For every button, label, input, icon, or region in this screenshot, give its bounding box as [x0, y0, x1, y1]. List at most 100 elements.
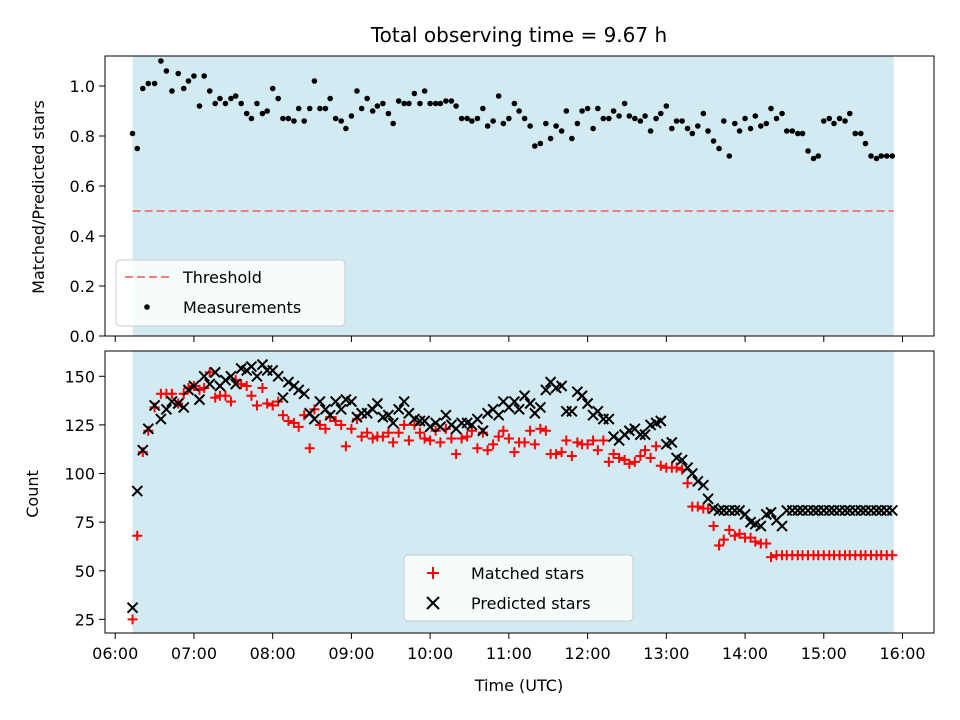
bottom-y-tick-label: 50 [75, 562, 95, 581]
predicted-star-marker [148, 399, 161, 412]
measurement-point [653, 115, 659, 122]
matched-star-marker [251, 400, 262, 411]
measurement-point [484, 123, 491, 129]
predicted-star-marker [639, 428, 651, 441]
predicted-star-marker [229, 378, 242, 390]
measurement-point [421, 88, 428, 94]
measurement-point [647, 128, 654, 134]
measurement-point [783, 128, 790, 134]
measurement-point [862, 140, 869, 147]
predicted-star-marker [382, 409, 395, 421]
measurement-point [448, 98, 455, 104]
measurement-point [232, 93, 239, 99]
matched-star-marker [714, 540, 725, 551]
predicted-star-marker [204, 378, 216, 390]
top-axes: 0.0 0.2 0.4 0.6 0.8 1.0 [70, 77, 904, 346]
x-tick-label: 15:00 [801, 644, 847, 663]
predicted-star-marker [308, 413, 321, 425]
matched-star-marker [414, 427, 425, 438]
measurement-point [343, 125, 349, 132]
measurement-point [527, 123, 533, 129]
predicted-star-marker [592, 405, 604, 417]
measurement-point [663, 103, 670, 109]
matched-star-marker [718, 534, 729, 545]
measurement-point [720, 118, 727, 124]
predicted-star-marker [634, 428, 647, 441]
matched-star-marker [629, 456, 640, 467]
matched-star-marker [729, 530, 740, 541]
measurement-point [679, 118, 685, 124]
measurement-point [180, 85, 187, 92]
predicted-star-marker [739, 508, 751, 521]
measurement-point [469, 118, 475, 124]
measurement-point [621, 100, 628, 107]
predicted-star-marker [126, 602, 139, 614]
predicted-star-marker [292, 384, 305, 396]
measurement-point [768, 105, 774, 112]
matched-star-marker [236, 379, 247, 390]
measurement-point [543, 120, 549, 127]
measurement-point [889, 153, 896, 159]
measurement-point [338, 118, 344, 124]
measurement-point [417, 100, 423, 107]
predicted-star-marker [508, 395, 521, 408]
predicted-star-marker [182, 384, 195, 396]
predicted-star-marker [424, 421, 436, 433]
predicted-star-marker [518, 390, 531, 402]
measurement-point [815, 153, 822, 159]
bottom-y-tick-label: 25 [75, 610, 95, 629]
predicted-star-marker [733, 504, 746, 517]
measurement-point [380, 100, 386, 107]
bottom-y-tick-label: 150 [64, 367, 95, 386]
predicted-star-marker [137, 444, 149, 456]
predicted-star-marker [335, 403, 347, 416]
measurement-point [579, 108, 585, 114]
matched-star-marker [529, 439, 540, 450]
matched-star-marker [598, 435, 609, 446]
predicted-star-marker [272, 370, 284, 382]
predicted-star-marker [702, 493, 714, 505]
predicted-star-marker [440, 409, 452, 421]
matched-star-marker [750, 536, 761, 547]
measurement-point [406, 100, 412, 107]
predicted-star-marker [251, 370, 263, 382]
matched-star-marker [314, 419, 325, 430]
predicted-star-marker [776, 520, 788, 532]
predicted-star-marker [686, 467, 699, 480]
measurement-point [752, 113, 759, 119]
measurement-point [243, 110, 250, 117]
matched-star-marker [304, 443, 315, 454]
predicted-star-marker [131, 485, 143, 497]
measurement-point [610, 108, 617, 114]
measurement-point [547, 135, 554, 142]
predicted-star-marker [471, 413, 484, 425]
predicted-star-marker [188, 380, 200, 392]
measurement-point [358, 105, 365, 112]
x-axis-label: Time (UTC) [474, 676, 563, 695]
measurement-point [795, 130, 801, 137]
measurement-point [857, 130, 864, 137]
predicted-star-marker [219, 374, 232, 386]
matched-star-marker [257, 382, 268, 393]
measurement-point [726, 153, 733, 159]
predicted-star-marker [277, 391, 289, 404]
predicted-star-marker [513, 403, 525, 416]
matched-star-marker [588, 435, 599, 446]
measurement-point [145, 80, 152, 87]
measurement-point [327, 95, 333, 102]
matched-star-marker [635, 451, 646, 462]
matched-star-marker [488, 439, 499, 450]
x-tick-label: 06:00 [92, 644, 138, 663]
measurement-point [163, 68, 170, 74]
x-tick-label: 07:00 [171, 644, 217, 663]
measurement-point [285, 115, 292, 122]
measurement-point [464, 115, 470, 122]
measurement-point [369, 108, 376, 114]
predicted-star-marker [477, 425, 489, 437]
measurement-point [395, 98, 402, 104]
measurement-point [443, 98, 449, 104]
matched-star-marker [403, 435, 414, 446]
matched-star-marker [525, 425, 536, 436]
measurement-point [658, 110, 664, 117]
predicted-star-marker [172, 397, 184, 410]
